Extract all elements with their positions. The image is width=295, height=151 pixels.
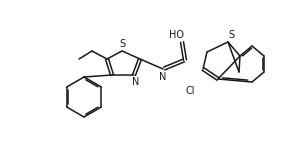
Text: S: S bbox=[228, 30, 234, 40]
Text: HO: HO bbox=[168, 30, 183, 40]
Text: S: S bbox=[119, 39, 125, 49]
Text: N: N bbox=[132, 77, 140, 87]
Text: N: N bbox=[159, 72, 167, 82]
Text: Cl: Cl bbox=[185, 86, 195, 96]
